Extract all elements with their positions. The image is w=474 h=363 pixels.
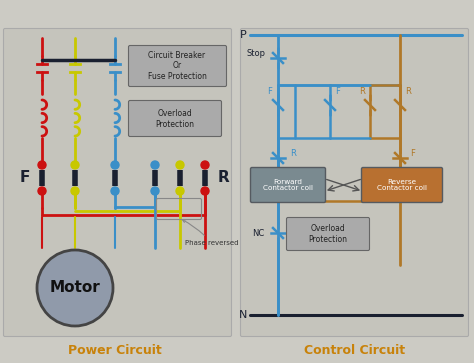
Circle shape: [38, 161, 46, 169]
Text: Power Circuit: Power Circuit: [68, 344, 162, 358]
Text: NC: NC: [252, 228, 264, 237]
Circle shape: [111, 187, 119, 195]
Circle shape: [176, 187, 184, 195]
Circle shape: [111, 161, 119, 169]
Circle shape: [71, 187, 79, 195]
Text: N: N: [238, 310, 247, 320]
Text: F: F: [20, 171, 30, 185]
Circle shape: [37, 250, 113, 326]
Circle shape: [151, 187, 159, 195]
FancyBboxPatch shape: [362, 167, 443, 203]
Text: Circuit Breaker
Or
Fuse Protection: Circuit Breaker Or Fuse Protection: [147, 51, 207, 81]
Text: R: R: [405, 86, 411, 95]
Text: R: R: [359, 86, 365, 95]
Text: F: F: [410, 148, 415, 158]
FancyBboxPatch shape: [3, 29, 231, 337]
Circle shape: [71, 161, 79, 169]
Text: R: R: [218, 171, 230, 185]
Circle shape: [201, 161, 209, 169]
Text: Motor: Motor: [50, 281, 100, 295]
Text: R: R: [290, 148, 296, 158]
Text: F: F: [336, 86, 340, 95]
Text: Forward
Contactor coil: Forward Contactor coil: [263, 179, 313, 192]
Text: Overload
Protection: Overload Protection: [155, 109, 194, 129]
Text: Control Circuit: Control Circuit: [304, 344, 406, 358]
Text: F: F: [267, 86, 273, 95]
FancyBboxPatch shape: [128, 101, 221, 136]
Circle shape: [201, 187, 209, 195]
FancyBboxPatch shape: [250, 167, 326, 203]
Text: Reverse
Contactor coil: Reverse Contactor coil: [377, 179, 427, 192]
FancyBboxPatch shape: [286, 217, 370, 250]
Circle shape: [176, 161, 184, 169]
FancyBboxPatch shape: [128, 45, 227, 86]
Circle shape: [151, 161, 159, 169]
Text: Stop: Stop: [247, 49, 266, 58]
Text: Overload
Protection: Overload Protection: [309, 224, 347, 244]
Circle shape: [38, 187, 46, 195]
Text: P: P: [240, 30, 247, 40]
FancyBboxPatch shape: [240, 29, 468, 337]
Text: Phase reversed: Phase reversed: [182, 220, 238, 246]
